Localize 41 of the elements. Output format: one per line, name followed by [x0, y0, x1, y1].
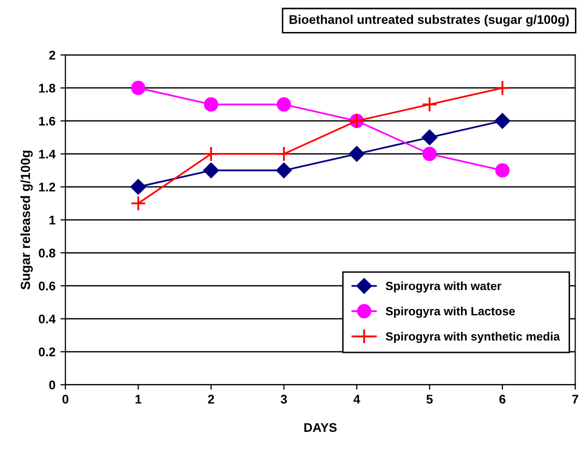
- y-tick-label: 1.2: [39, 182, 56, 192]
- legend-label: Spirogyra with water: [386, 281, 502, 293]
- y-tick-label: 0: [49, 380, 56, 390]
- chart-title: Bioethanol untreated substrates (sugar g/100g): [290, 14, 569, 26]
- point: [494, 113, 510, 129]
- point: [422, 146, 437, 162]
- point: [494, 80, 510, 96]
- point: [495, 163, 510, 178]
- y-tick-label: 1.8: [39, 84, 56, 93]
- point: [422, 96, 438, 112]
- x-tick-label: 3: [280, 394, 287, 404]
- point: [276, 162, 292, 178]
- x-tick-label: 0: [62, 394, 68, 404]
- y-tick-label: 1: [50, 216, 56, 224]
- legend-label: Spirogyra with synthetic media: [386, 332, 560, 343]
- point: [276, 146, 292, 162]
- x-axis-title: DAYS: [304, 423, 337, 432]
- point: [348, 146, 365, 162]
- y-tick-label: 0.4: [38, 314, 56, 324]
- y-tick-label: 0.6: [38, 282, 56, 290]
- y-tick-label: 0.8: [38, 248, 56, 258]
- x-tick-label: 7: [572, 394, 578, 404]
- y-tick-label: 0.2: [38, 348, 56, 356]
- point: [131, 80, 146, 96]
- x-tick-label: 6: [499, 394, 506, 404]
- y-tick-label: 1.4: [39, 150, 56, 158]
- point: [204, 97, 218, 112]
- y-tick-label: 1.6: [39, 116, 56, 126]
- x-tick-label: 5: [426, 394, 433, 404]
- x-tick-label: 4: [353, 394, 360, 404]
- x-tick-label: 2: [208, 394, 214, 404]
- legend-label: Spirogyra with Lactose: [386, 306, 515, 318]
- point: [276, 97, 292, 112]
- x-tick-label: 1: [136, 394, 142, 404]
- point: [130, 196, 146, 212]
- point: [203, 162, 219, 178]
- y-axis-title: Sugar released g/100g: [20, 150, 33, 290]
- y-tick-label: 2: [49, 50, 56, 60]
- point: [422, 130, 438, 146]
- point: [203, 146, 219, 162]
- point: [130, 179, 146, 195]
